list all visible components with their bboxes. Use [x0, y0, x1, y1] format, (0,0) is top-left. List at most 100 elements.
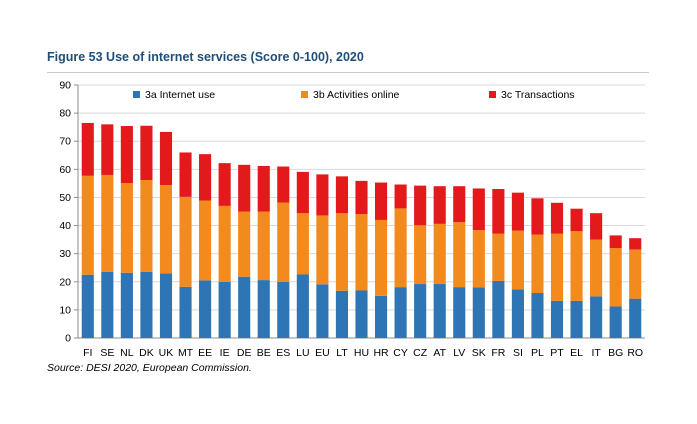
- x-tick-label: LV: [453, 347, 465, 359]
- bar-hu-series-1: [355, 290, 368, 338]
- x-tick-label: EL: [570, 347, 583, 359]
- bar-fr-series-1: [492, 280, 505, 338]
- x-tick-label: HR: [373, 347, 389, 359]
- bar-fr-series-3: [492, 189, 505, 234]
- y-tick-labels: 0 10 20 30 40 50 60 70 80 90: [59, 80, 71, 345]
- bar-uk-series-3: [159, 131, 173, 186]
- bar-at-series-3: [433, 186, 446, 224]
- bar-pt-series-2: [550, 233, 564, 301]
- bar-ee-series-2: [199, 200, 212, 281]
- bar-hu-series-3: [355, 180, 368, 215]
- x-tick-label: SE: [100, 347, 114, 359]
- y-tick-label: 10: [59, 304, 71, 316]
- bar-sk-series-2: [472, 230, 485, 288]
- x-tick-label: LT: [336, 347, 348, 359]
- bar-lt-series-1: [335, 290, 349, 338]
- bar-se-series-2: [101, 174, 114, 272]
- bar-be-series-2: [257, 211, 270, 281]
- bar-de-series-3: [238, 164, 251, 212]
- bar-lv-series-1: [453, 287, 466, 338]
- bar-hu-series-2: [355, 214, 368, 291]
- bar-at-series-2: [433, 223, 446, 285]
- y-tick-label: 50: [59, 192, 71, 204]
- bar-nl-series-2: [120, 183, 133, 273]
- bar-fi-series-1: [81, 274, 94, 338]
- bar-lt-series-2: [335, 213, 349, 291]
- x-tick-label: MT: [178, 347, 194, 359]
- bar-sk-series-1: [472, 287, 485, 338]
- bar-se-series-1: [101, 271, 114, 338]
- y-tick-label: 30: [59, 248, 71, 260]
- bar-lu-series-1: [296, 274, 309, 338]
- bar-cz-series-2: [414, 225, 427, 285]
- bar-ie-series-1: [218, 281, 231, 338]
- source-note: Source: DESI 2020, European Commission.: [47, 362, 252, 374]
- bar-ie-series-3: [218, 163, 231, 206]
- bar-eu-series-1: [316, 284, 329, 338]
- bar-ee-series-1: [199, 280, 212, 338]
- bar-lv-series-2: [453, 222, 466, 288]
- bar-hr-series-2: [374, 219, 388, 296]
- legend-swatch: [133, 91, 140, 98]
- bar-ie-series-2: [218, 205, 231, 282]
- bar-cy-series-3: [394, 184, 407, 209]
- y-tick-label: 0: [65, 333, 71, 345]
- bar-hr-series-3: [374, 182, 388, 220]
- legend-label: 3c Transactions: [501, 89, 575, 101]
- x-tick-label: DE: [237, 347, 252, 359]
- bar-cz-series-3: [414, 185, 427, 226]
- bar-pl-series-3: [531, 198, 544, 235]
- y-tick-label: 20: [59, 276, 71, 288]
- x-tick-label: ES: [276, 347, 290, 359]
- bar-mt-series-2: [179, 196, 192, 287]
- x-tick-label: PT: [550, 347, 564, 359]
- bar-at-series-1: [433, 284, 446, 338]
- x-tick-label: DK: [139, 347, 154, 359]
- bar-ro-series-3: [629, 238, 642, 250]
- bar-pl-series-1: [531, 293, 544, 338]
- x-tick-label: NL: [120, 347, 134, 359]
- bar-pl-series-2: [531, 234, 544, 294]
- x-tick-label: LU: [296, 347, 309, 359]
- x-tick-label: EU: [315, 347, 330, 359]
- bar-es-series-1: [277, 281, 290, 338]
- bar-el-series-3: [570, 208, 583, 232]
- x-tick-label: PL: [531, 347, 544, 359]
- bar-it-series-2: [590, 239, 603, 297]
- bar-ro-series-1: [629, 298, 642, 338]
- x-tick-label: CY: [393, 347, 408, 359]
- bar-it-series-3: [590, 213, 603, 240]
- x-tick-label: FR: [491, 347, 505, 359]
- bar-nl-series-1: [120, 272, 133, 338]
- x-tick-label: EE: [198, 347, 212, 359]
- y-tick-label: 80: [59, 108, 71, 120]
- bar-si-series-3: [511, 192, 524, 231]
- x-tick-label: SI: [513, 347, 523, 359]
- legend-label: 3b Activities online: [313, 89, 400, 101]
- x-tick-label: BG: [608, 347, 623, 359]
- x-tick-label: IT: [591, 347, 601, 359]
- bar-it-series-1: [590, 296, 603, 338]
- bar-pt-series-3: [550, 202, 564, 234]
- bar-lu-series-2: [296, 213, 309, 275]
- bar-cy-series-1: [394, 287, 407, 338]
- x-tick-label: UK: [159, 347, 174, 359]
- bar-lu-series-3: [296, 171, 309, 214]
- y-tick-label: 60: [59, 164, 71, 176]
- legend-swatch: [301, 91, 308, 98]
- x-tick-label: IE: [220, 347, 230, 359]
- bar-fr-series-2: [492, 233, 505, 281]
- legend-swatch: [489, 91, 496, 98]
- legend: 3a Internet use 3b Activities online 3c Tr…: [133, 89, 575, 101]
- y-tick-label: 70: [59, 136, 71, 148]
- bar-ro-series-2: [629, 249, 642, 299]
- legend-label: 3a Internet use: [145, 89, 215, 101]
- title-divider: [47, 72, 649, 73]
- x-tick-label: FI: [83, 347, 92, 359]
- bar-uk-series-1: [159, 273, 173, 338]
- x-tick-label: RO: [627, 347, 643, 359]
- bar-de-series-1: [238, 276, 251, 338]
- bar-bg-series-3: [609, 235, 622, 249]
- bar-pt-series-1: [550, 300, 564, 338]
